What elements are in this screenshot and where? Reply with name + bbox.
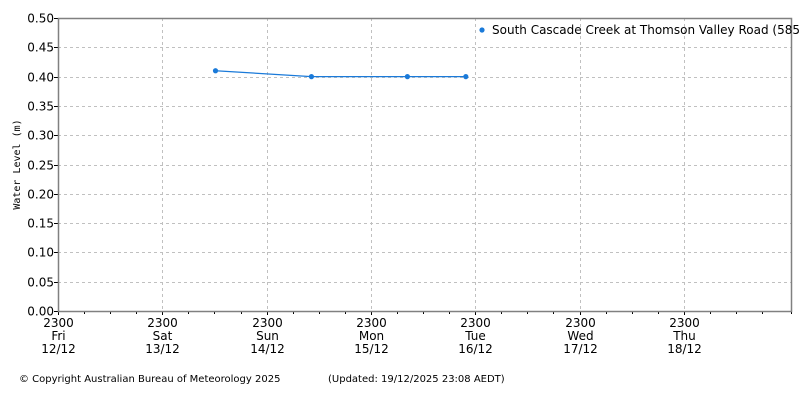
y-tick-label: 0.50 [27, 12, 54, 26]
x-tick-label: Sun [256, 329, 279, 343]
x-tick-label: 2300 [669, 316, 700, 330]
x-tick-label: 14/12 [250, 342, 285, 356]
data-point[interactable] [404, 74, 411, 80]
x-tick-label: 2300 [43, 316, 74, 330]
x-tick-label: 12/12 [41, 342, 76, 356]
data-series [212, 68, 469, 80]
x-axis: 2300Fri12/122300Sat13/122300Sun14/122300… [41, 311, 792, 356]
y-tick-label: 0.20 [27, 188, 54, 202]
x-tick-label: 13/12 [145, 342, 180, 356]
legend-marker-icon [479, 27, 485, 33]
legend-label: South Cascade Creek at Thomson Valley Ro… [492, 23, 800, 37]
y-axis-label: Water Level (m) [12, 119, 23, 209]
y-tick-label: 0.05 [27, 276, 54, 290]
data-point[interactable] [212, 68, 219, 74]
y-tick-label: 0.35 [27, 100, 54, 114]
x-tick-label: 15/12 [354, 342, 389, 356]
x-tick-label: 18/12 [667, 342, 702, 356]
x-tick-label: 2300 [356, 316, 387, 330]
series-line [215, 70, 466, 78]
x-tick-label: 2300 [565, 316, 596, 330]
x-tick-label: Wed [567, 329, 593, 343]
copyright-notice: © Copyright Australian Bureau of Meteoro… [19, 374, 281, 385]
y-tick-label: 0.10 [27, 246, 54, 260]
y-axis: 0.00 0.05 0.10 0.15 0.20 0.25 0.30 0.35 0.40 0.45… [27, 12, 58, 319]
x-tick-label: Mon [359, 329, 384, 343]
x-tick-label: 2300 [147, 316, 178, 330]
y-tick-label: 0.30 [27, 129, 54, 143]
plot-frame [57, 17, 793, 313]
y-tick-label: 0.15 [27, 217, 54, 231]
y-tick-label: 0.45 [27, 41, 54, 55]
updated-timestamp: (Updated: 19/12/2025 23:08 AEDT) [328, 374, 505, 385]
legend: South Cascade Creek at Thomson Valley Ro… [479, 23, 800, 37]
x-tick-label: 2300 [460, 316, 491, 330]
y-tick-label: 0.25 [27, 159, 54, 173]
x-tick-label: 2300 [252, 316, 283, 330]
x-tick-label: Thu [672, 329, 696, 343]
x-tick-label: Sat [153, 329, 173, 343]
grid-lines [58, 18, 792, 311]
x-tick-label: 16/12 [458, 342, 493, 356]
y-tick-label: 0.00 [27, 305, 54, 319]
data-point[interactable] [463, 74, 469, 80]
x-tick-label: Fri [51, 329, 65, 343]
data-point[interactable] [308, 74, 315, 80]
x-tick-label: Tue [464, 329, 486, 343]
y-tick-label: 0.40 [27, 71, 54, 85]
x-tick-label: 17/12 [563, 342, 598, 356]
